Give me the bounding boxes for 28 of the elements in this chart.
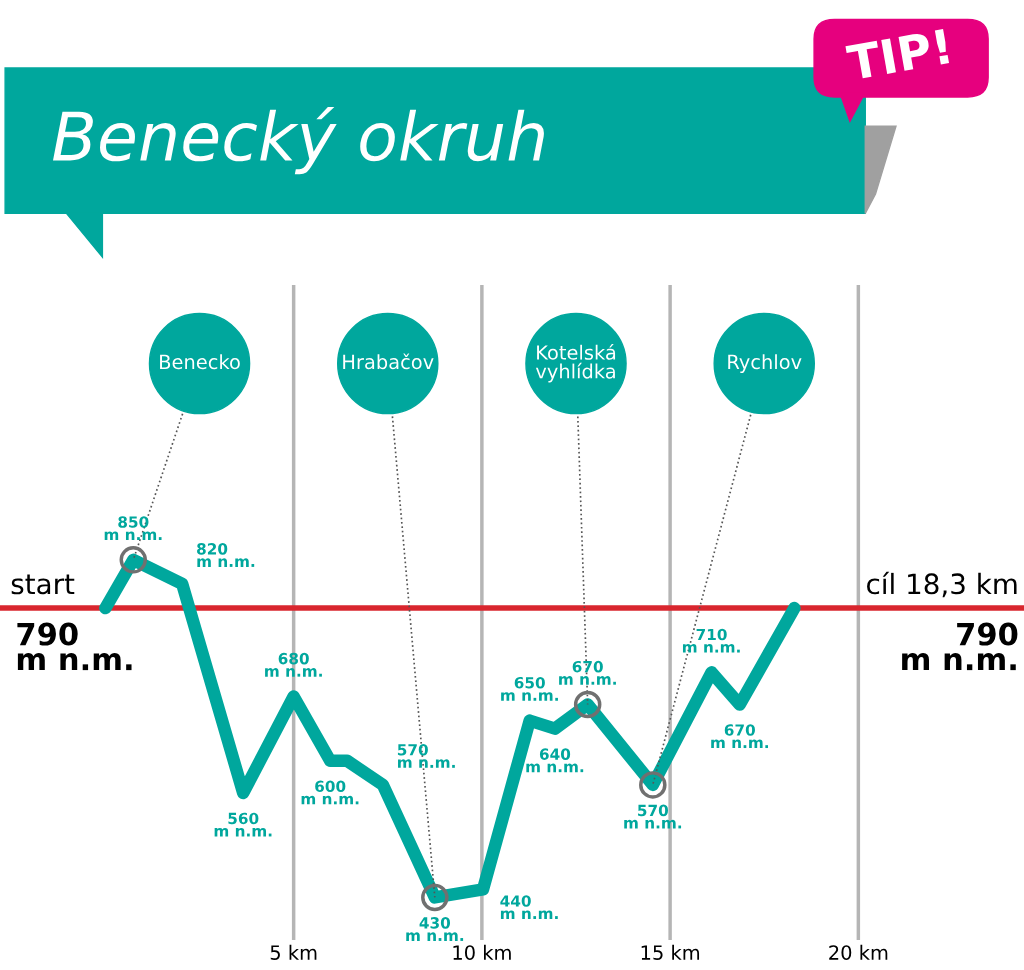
ref-line-label: start — [11, 574, 75, 595]
data-label: 850 m n.m. — [104, 516, 162, 541]
data-label: 670 m n.m. — [711, 724, 769, 749]
data-label: 640 m n.m. — [526, 748, 584, 773]
annotation: Hrabačov — [343, 353, 434, 370]
data-label: 570 m n.m. — [397, 744, 455, 768]
x-tick-label: 10 km — [453, 944, 511, 960]
annotation: cíl 18,3 km — [867, 571, 1017, 598]
annotation: 790 m n.m. — [17, 622, 132, 671]
annotation: Benecko — [160, 354, 240, 370]
data-label: 680 m n.m. — [265, 652, 322, 677]
x-tick-label: 5 km — [270, 944, 317, 960]
x-tick-label: 15 km — [641, 944, 700, 960]
data-label: 570 m n.m. — [624, 804, 682, 829]
text: TIP! — [845, 29, 950, 81]
data-label: 560 m n.m. — [214, 812, 272, 837]
data-label: 670 m n.m. — [559, 660, 616, 685]
annotation: Rychlov — [728, 354, 802, 374]
chart-title: Benecký okruh — [52, 107, 544, 175]
data-label: 650 m n.m. — [501, 676, 558, 701]
data-label: 600 m n.m. — [301, 780, 359, 805]
data-label: 430 m n.m. — [406, 917, 464, 941]
annotation: 790 m n.m. — [902, 622, 1018, 671]
data-label: 440 m n.m. — [500, 895, 558, 919]
data-label: 710 m n.m. — [682, 628, 740, 653]
annotation: Kotelská vyhlídka — [535, 344, 616, 383]
data-label: 820 m n.m. — [197, 543, 255, 567]
x-tick-label: 20 km — [829, 944, 888, 960]
